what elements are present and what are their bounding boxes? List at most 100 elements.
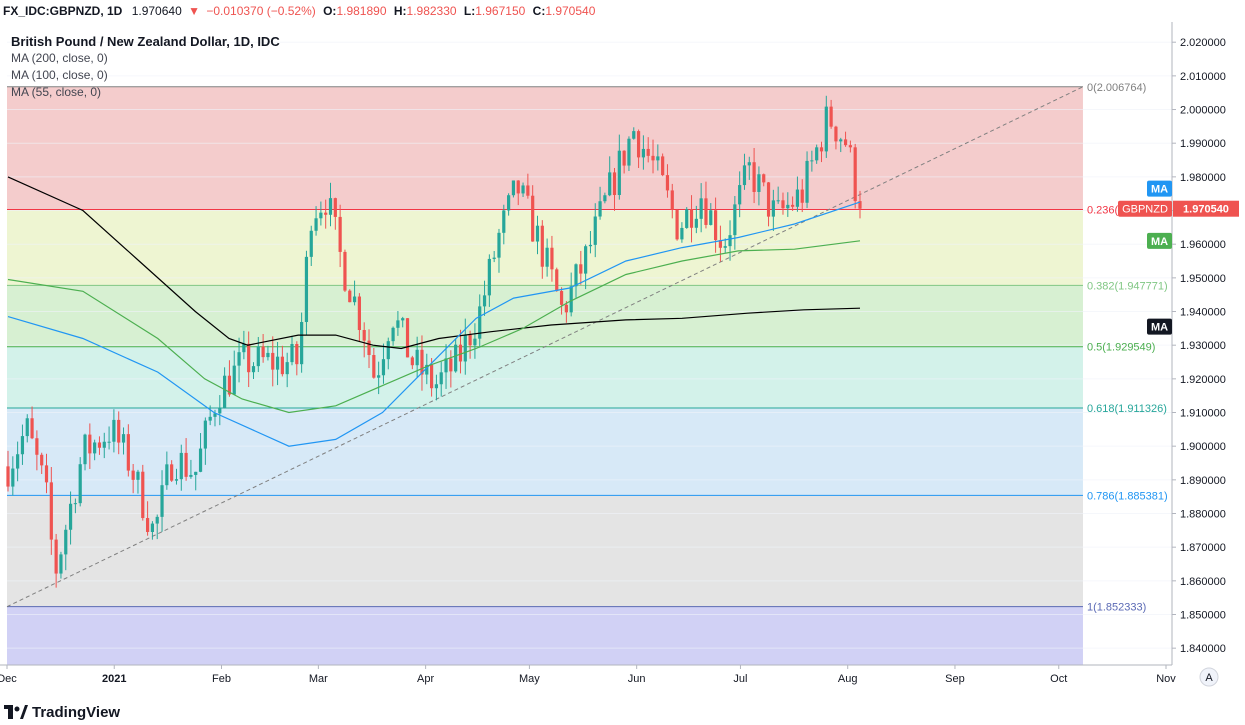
candle [564, 301, 568, 323]
candle-body [723, 246, 727, 248]
candle [237, 337, 241, 383]
candle [694, 205, 698, 234]
candle [786, 192, 790, 217]
candle-body [203, 420, 207, 449]
candle-body [20, 436, 25, 455]
candle-body [776, 200, 780, 202]
candle-body [295, 344, 299, 365]
low-value: 1.967150 [475, 4, 526, 18]
candle-body [434, 384, 439, 389]
time-tick-label: Feb [212, 673, 231, 685]
ma200-line [7, 176, 861, 350]
candle-body [473, 338, 477, 346]
candle-body [786, 204, 790, 209]
candle-body [261, 346, 265, 358]
candle [352, 280, 357, 306]
candle [194, 471, 198, 491]
candle [766, 181, 771, 227]
candle [266, 345, 270, 361]
candle [271, 336, 275, 387]
candle [73, 498, 77, 514]
price-tick-label: 1.930000 [1180, 340, 1226, 352]
candle-body [439, 372, 443, 385]
candle-body [304, 256, 309, 323]
candle [203, 417, 207, 465]
fib-label: 0.786(1.885381) [1087, 490, 1168, 502]
candle [165, 451, 169, 490]
candle-body [271, 352, 275, 370]
candle [742, 153, 747, 190]
legend-ma200[interactable]: MA (200, close, 0) [11, 51, 108, 65]
candle [68, 491, 73, 545]
candle-body [555, 269, 559, 292]
fib-label: 0.382(1.947771) [1087, 280, 1168, 292]
candle-body [256, 346, 260, 367]
candle [198, 433, 203, 473]
candle [97, 436, 102, 455]
fib-label: 1(1.852333) [1087, 602, 1146, 614]
candle [689, 195, 694, 243]
candle-body [458, 344, 463, 362]
candle-body [64, 529, 68, 555]
candle-body [608, 172, 612, 196]
candle-body [622, 150, 626, 166]
candle-body [636, 131, 641, 158]
candle [608, 156, 612, 197]
candle-body [324, 212, 328, 215]
candle-body [632, 131, 636, 139]
candle-body [487, 258, 491, 296]
candle-body [425, 364, 429, 375]
candle-body [141, 471, 145, 519]
candle [405, 318, 410, 358]
legend-ma100[interactable]: MA (100, close, 0) [11, 68, 108, 82]
candle-body [266, 352, 270, 358]
candle [218, 395, 222, 426]
candle-body [482, 295, 487, 307]
candle-body [843, 139, 848, 146]
candle-body [35, 438, 39, 455]
candle-body [617, 150, 621, 195]
candle [728, 220, 732, 261]
price-tick-label: 1.960000 [1180, 239, 1226, 251]
candle-body [338, 216, 342, 252]
candle-body [612, 172, 617, 195]
auto-scale-button [1199, 667, 1219, 687]
candle [434, 374, 439, 401]
candle [579, 250, 583, 285]
candle [651, 139, 655, 174]
time-tick-label: Jul [733, 673, 747, 685]
legend-ma55[interactable]: MA (55, close, 0) [11, 85, 102, 99]
chart-area[interactable]: 0(2.006764)0.236(1.970318)0.382(1.947771… [0, 22, 1245, 697]
candle [535, 215, 540, 255]
fib-label: 0.5(1.929549) [1087, 342, 1156, 354]
candle [656, 144, 660, 171]
candle-body [713, 210, 718, 241]
candle-body [858, 201, 862, 209]
candle [261, 334, 265, 363]
price-tick-label: 1.920000 [1180, 374, 1226, 386]
time-axis: Dec 2021 Feb Mar Apr May Jun Jul Aug Sep Oct Nov A [0, 664, 1219, 697]
candle-body [290, 344, 294, 363]
candle [487, 254, 491, 307]
candle [304, 250, 309, 335]
candle-body [540, 225, 544, 267]
candle-body [107, 441, 111, 443]
candle [468, 330, 472, 359]
candle [555, 267, 559, 292]
candle [791, 196, 795, 211]
ma-price-tag [1147, 232, 1172, 249]
candle-body [545, 247, 549, 267]
legend-title: British Pound / New Zealand Dollar, 1D, … [11, 34, 280, 49]
candle-body [405, 318, 410, 358]
tradingview-logo[interactable]: TradingView [4, 701, 120, 723]
candle-body [704, 198, 708, 225]
candle [59, 551, 63, 579]
candle-body [198, 448, 203, 472]
price-chart[interactable]: 0(2.006764)0.236(1.970318)0.382(1.947771… [0, 22, 1245, 697]
symbol-name[interactable]: FX_IDC:GBPNZD, 1D [3, 4, 123, 18]
candle-body [675, 210, 679, 240]
price-axis: 2.020000 2.010000 2.000000 1.990000 1.980000… [1118, 22, 1245, 697]
close-label: C: [532, 4, 546, 18]
candle-body [839, 139, 843, 142]
candle-body [429, 364, 434, 389]
